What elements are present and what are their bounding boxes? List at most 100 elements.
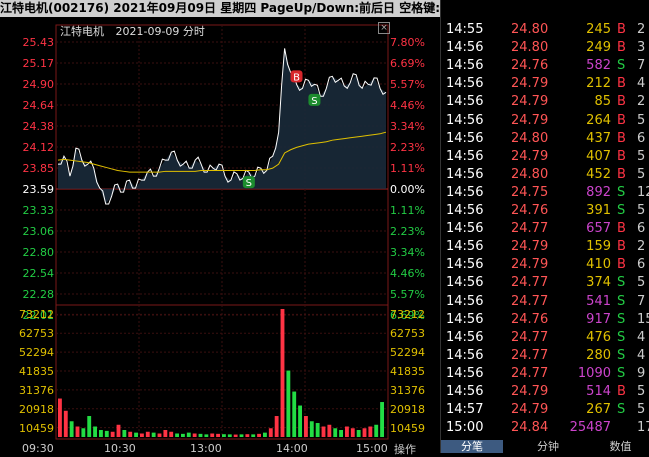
volume-bar [169,431,174,437]
intraday-chart-panel[interactable]: S B S 江特电机 2021-09-09 分时 × 25.43 25.17 24.90… [0,17,440,456]
tick-direction: B [617,130,626,146]
tick-price: 24.79 [511,148,549,164]
tick-volume: 280 [586,347,611,363]
volume-bar [181,433,185,437]
percent-label: 3.34% [390,120,425,133]
tick-direction: S [617,347,626,363]
tick-volume: 514 [586,384,611,399]
tick-row[interactable]: 15:00 24.84 25487 1780 [441,419,649,437]
tick-direction: S [617,184,626,200]
tick-price: 24.80 [511,40,549,56]
volume-bar [192,433,197,437]
tick-row[interactable]: 14:56 24.80 437 B 6 [441,130,649,148]
tick-time: 14:56 [446,329,484,345]
volume-bar [263,432,267,437]
tab-values[interactable]: 数值 [609,440,632,453]
tick-count: 5 [637,203,646,218]
tick-price: 24.77 [511,221,549,237]
time-label: 09:30 [22,442,54,455]
tick-count: 7 [637,293,646,309]
price-label: 22.28 [22,288,55,301]
tick-price: 24.80 [511,130,549,146]
volume-label: 20918 [19,402,54,416]
volume-bar [315,423,320,437]
tick-detail-panel: 14:55 24.80 245 B 2 14:56 24.80 249 B 3 14:56 24.76… [440,0,649,453]
tick-row[interactable]: 14:56 24.80 452 B 5 [441,166,649,184]
tick-count: 4 [637,329,646,345]
tick-row[interactable]: 14:56 24.77 476 S 4 [441,329,649,347]
tick-time: 14:56 [446,365,484,381]
trade-marker-letter: S [311,96,317,107]
tab-minutes[interactable]: 分钟 [537,440,559,453]
volume-bar [87,416,92,437]
volume-bar [268,428,273,437]
tick-row[interactable]: 14:56 24.79 159 B 2 [441,238,649,256]
intraday-chart[interactable]: S B S [0,17,440,453]
tick-price: 24.84 [511,420,549,436]
tick-row[interactable]: 14:55 24.80 245 B 2 [441,21,649,39]
volume-bar [110,431,115,437]
volume-bar [151,432,156,437]
tick-volume: 657 [586,221,611,237]
tick-row[interactable]: 14:56 24.79 514 B 5 [441,383,649,401]
trade-marker-s[interactable] [308,93,321,106]
trade-marker-s[interactable] [242,176,255,189]
chart-close-icon[interactable]: × [378,22,390,34]
price-label: 22.54 [22,267,55,280]
tick-count: 2 [637,239,646,255]
tick-volume: 212 [586,76,611,92]
volume-bar [280,309,285,437]
trade-marker-letter: B [293,72,300,83]
tick-price: 24.79 [511,402,549,418]
tick-row[interactable]: 14:56 24.80 249 B 3 [441,39,649,57]
tick-row[interactable]: 14:56 24.77 1090 S 9 [441,365,649,383]
tick-row[interactable]: 14:56 24.76 582 S 7 [441,57,649,75]
tick-row[interactable]: 14:56 24.77 374 S 5 [441,274,649,292]
price-label: 22.80 [22,246,55,259]
volume-label: 52294 [19,346,54,360]
tick-row[interactable]: 14:56 24.76 917 S 15 [441,311,649,329]
tick-price: 24.79 [511,94,549,110]
tab-ticks[interactable]: 分笔 [441,440,503,453]
volume-bar [216,433,220,437]
tick-row[interactable]: 14:56 24.79 85 B 2 [441,93,649,111]
volume-bar [345,426,349,437]
volume-label-right: 31376 [390,383,425,397]
tick-row[interactable]: 14:56 24.77 280 S 4 [441,347,649,365]
volume-bar [63,410,68,437]
volume-bar [339,430,343,437]
volume-bar [75,426,80,437]
tick-direction: S [617,275,626,291]
percent-label: 5.57% [390,288,425,301]
tick-row[interactable]: 14:56 24.77 657 B 6 [441,220,649,238]
tick-time: 14:56 [446,130,484,146]
tick-count: 7 [637,58,646,74]
tick-row[interactable]: 14:57 24.79 267 S 5 [441,401,649,419]
operate-button[interactable]: 操作 [394,443,416,456]
tick-price: 24.77 [511,347,549,363]
trade-marker-b[interactable] [290,70,303,83]
tick-row[interactable]: 14:56 24.79 410 B 6 [441,256,649,274]
tick-row[interactable]: 14:56 24.79 264 B 5 [441,112,649,130]
tick-price: 24.75 [511,184,549,200]
volume-bar [298,405,302,437]
volume-label-right: 41835 [390,365,425,378]
tick-time: 14:56 [446,94,484,110]
volume-bar [222,434,226,437]
volume-bar [104,430,109,437]
tick-volume: 374 [586,275,611,291]
volume-bar [292,391,297,437]
tick-direction: B [617,166,626,182]
volume-bar [157,433,162,437]
tick-row[interactable]: 14:56 24.77 541 S 7 [441,293,649,311]
volume-bar [134,432,138,437]
tick-row[interactable]: 14:56 24.79 212 B 4 [441,75,649,93]
tick-row[interactable]: 14:56 24.75 892 S 12 [441,184,649,202]
volume-bar [204,434,209,437]
tick-time: 14:56 [446,58,484,74]
tick-row[interactable]: 14:56 24.76 391 S 5 [441,202,649,220]
tick-time: 14:56 [446,384,484,399]
tick-row[interactable]: 14:56 24.79 407 B 5 [441,148,649,166]
percent-label: 6.69% [390,309,425,322]
percent-label: 0.00% [390,183,425,196]
